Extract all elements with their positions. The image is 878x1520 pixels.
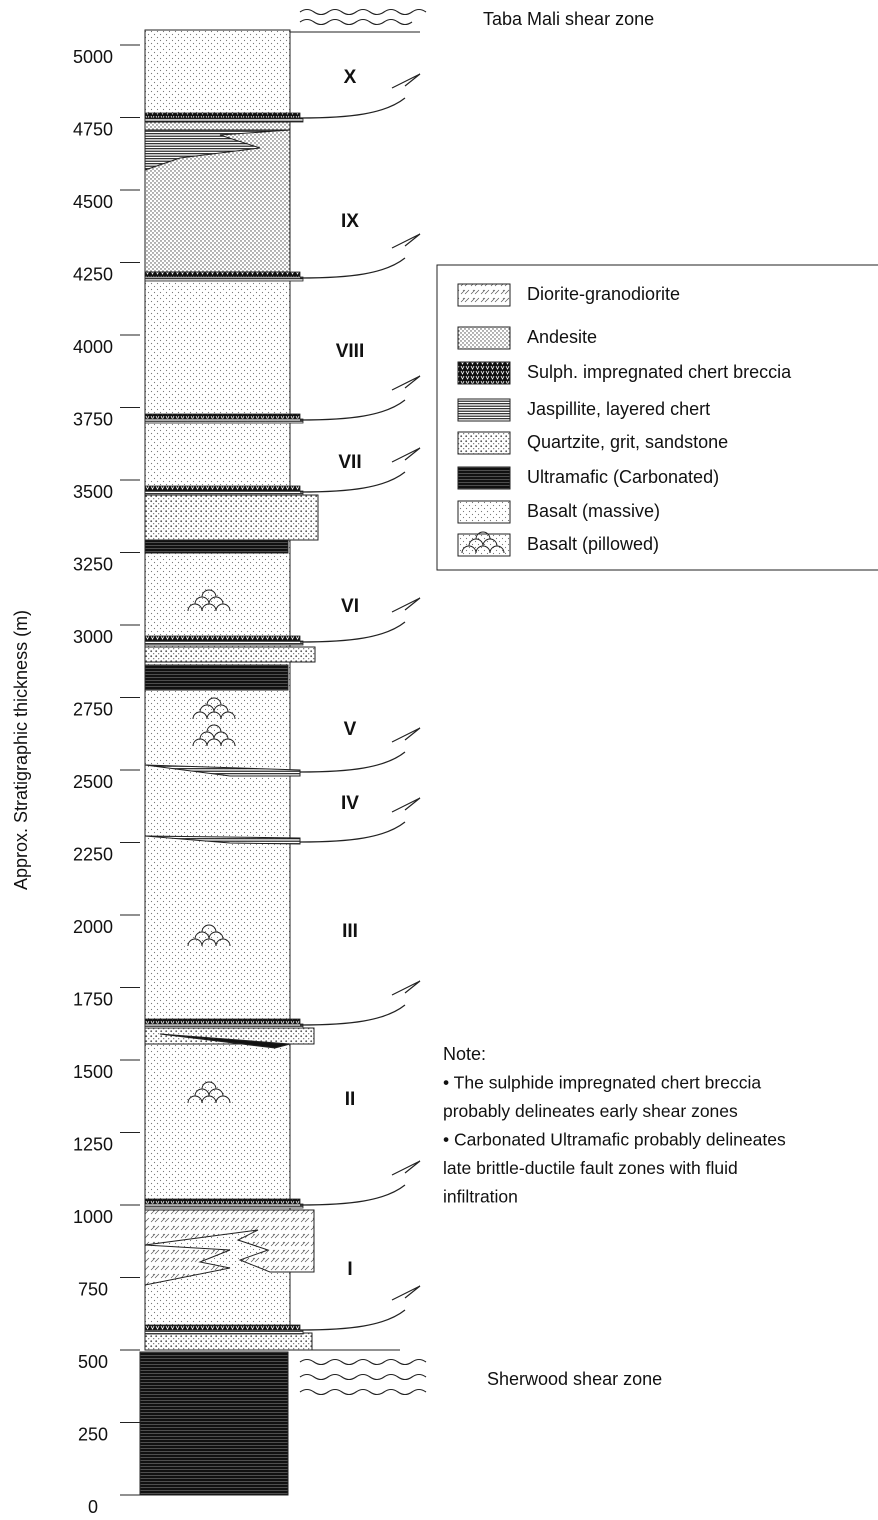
tick-label: 3000: [73, 627, 113, 647]
tick-label: 4250: [73, 264, 113, 284]
chert-breccia-band: [145, 414, 300, 419]
legend-swatch: [458, 284, 510, 306]
tick-label: 1500: [73, 1062, 113, 1082]
tick-label: 3750: [73, 409, 113, 429]
legend-label: Ultramafic (Carbonated): [527, 467, 719, 487]
chert-breccia-band: [145, 636, 300, 641]
fault: [300, 74, 420, 118]
tick-label: 2750: [73, 699, 113, 719]
legend-swatch: [458, 399, 510, 421]
note-line: late brittle-ductile fault zones with fl…: [443, 1158, 738, 1178]
chert-band: [145, 641, 303, 645]
unit-label: X: [344, 67, 357, 88]
unit-label: IX: [341, 211, 359, 232]
chert-band: [145, 1330, 303, 1334]
note-line: • The sulphide impregnated chert breccia: [443, 1073, 761, 1093]
unit-label: VIII: [336, 341, 365, 362]
shear-zone-label: Taba Mali shear zone: [483, 9, 654, 29]
note-line: infiltration: [443, 1187, 518, 1207]
tick-label: 3250: [73, 554, 113, 574]
fault: [300, 1286, 420, 1330]
chert-breccia-band: [145, 113, 300, 118]
note-title: Note:: [443, 1044, 486, 1064]
tick-label: 2500: [73, 772, 113, 792]
chert-breccia-band: [145, 272, 300, 277]
note-line: probably delineates early shear zones: [443, 1101, 738, 1121]
legend-swatch: [458, 534, 510, 556]
legend-swatch: [458, 501, 510, 523]
tick-label: 4750: [73, 119, 113, 139]
tick-label: 5000: [73, 47, 113, 67]
legend-label: Diorite-granodiorite: [527, 284, 680, 304]
note-line: • Carbonated Ultramafic probably delinea…: [443, 1130, 786, 1150]
unit-label: IV: [341, 793, 359, 814]
tick-label: 0: [88, 1497, 98, 1517]
legend-label: Sulph. impregnated chert breccia: [527, 362, 792, 382]
chert-band: [145, 1204, 303, 1208]
fault: [300, 376, 420, 420]
stratigraphic-column: Taba Mali shear zone Sherwood shear zone…: [0, 0, 878, 1520]
legend-swatch: [458, 327, 510, 349]
legend-swatch: [458, 467, 510, 489]
tick-label: 1250: [73, 1134, 113, 1154]
fault: [300, 728, 420, 772]
axis-label: Approx. Stratigraphic thickness (m): [11, 610, 31, 890]
legend-label: Quartzite, grit, sandstone: [527, 432, 728, 452]
chert-breccia-band: [145, 1019, 300, 1024]
unit-label: I: [347, 1259, 352, 1280]
legend-label: Jaspillite, layered chert: [527, 399, 710, 419]
tick-label: 250: [78, 1424, 108, 1444]
chert-breccia-band: [145, 1325, 300, 1330]
column: [140, 30, 318, 1495]
fault: [300, 598, 420, 642]
chert-band: [145, 491, 303, 495]
fault: [300, 234, 420, 278]
chert-band: [145, 419, 303, 423]
legend-label: Basalt (massive): [527, 501, 660, 521]
chert-band: [145, 277, 303, 281]
legend-swatch: [458, 362, 510, 384]
legend-label: Andesite: [527, 327, 597, 347]
unit-label: VII: [338, 452, 361, 473]
tick-label: 2250: [73, 844, 113, 864]
fault: [300, 798, 420, 842]
fault: [300, 981, 420, 1025]
tick-label: 1750: [73, 989, 113, 1009]
chert-band: [145, 118, 303, 122]
chert-band: [145, 1024, 303, 1028]
unit-label: VI: [341, 596, 359, 617]
legend-label: Basalt (pillowed): [527, 534, 659, 554]
legend-swatch: [458, 432, 510, 454]
tick-label: 4000: [73, 337, 113, 357]
tick-label: 500: [78, 1352, 108, 1372]
unit-label: III: [342, 921, 358, 942]
shear-zone-label: Sherwood shear zone: [487, 1369, 662, 1389]
tick-label: 4500: [73, 192, 113, 212]
tick-label: 2000: [73, 917, 113, 937]
chert-breccia-band: [145, 1199, 300, 1204]
fault: [300, 1161, 420, 1205]
tick-label: 750: [78, 1279, 108, 1299]
unit-label: II: [345, 1089, 356, 1110]
tick-label: 1000: [73, 1207, 113, 1227]
tick-label: 3500: [73, 482, 113, 502]
chert-breccia-band: [145, 486, 300, 491]
unit-label: V: [344, 719, 357, 740]
